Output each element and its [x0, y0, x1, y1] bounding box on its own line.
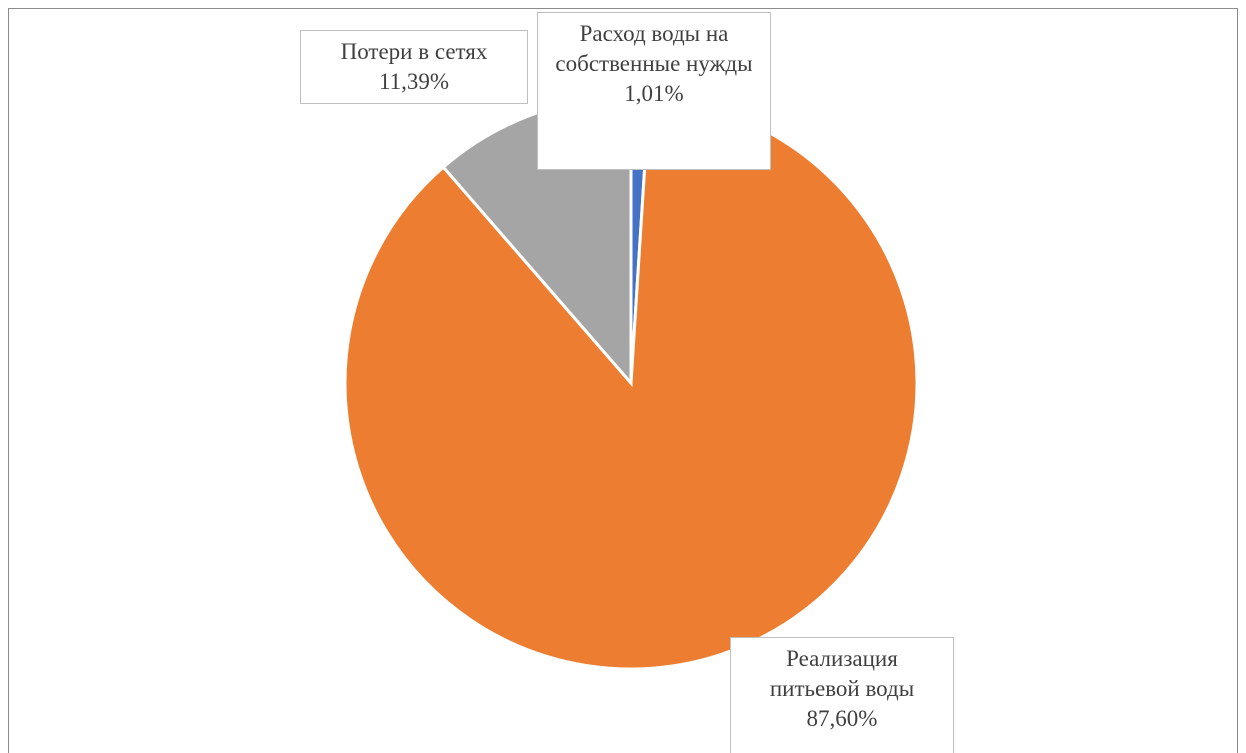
data-label: Расход воды на собственные нужды 1,01% [537, 12, 771, 170]
label-category: Потери в сетях [340, 39, 488, 64]
data-label: Реализация питьевой воды 87,60% [730, 637, 954, 753]
data-label: Потери в сетях 11,39% [300, 30, 528, 104]
label-value: 11,39% [378, 69, 450, 94]
label-category: Расход воды на собственные нужды [555, 21, 753, 76]
chart-frame [8, 8, 1238, 753]
label-value: 1,01% [624, 81, 684, 106]
label-value: 87,60% [806, 706, 878, 731]
label-category: Реализация питьевой воды [769, 646, 915, 701]
